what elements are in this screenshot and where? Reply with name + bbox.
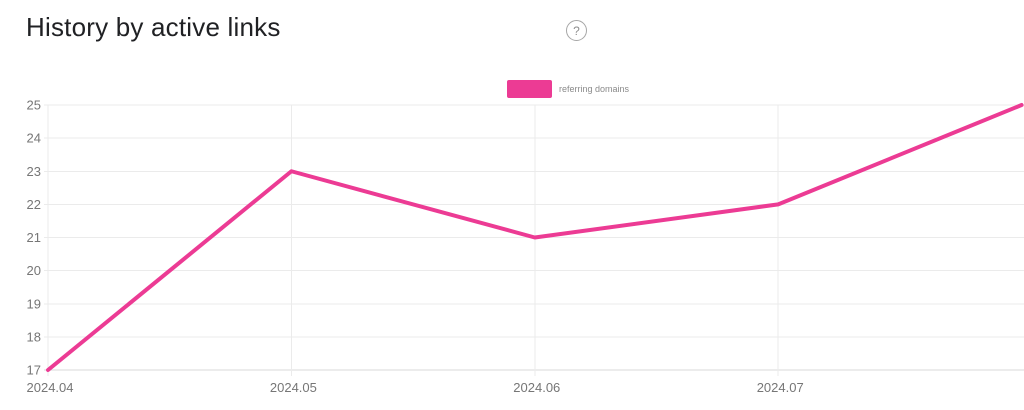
x-tick-label: 2024.07: [757, 380, 804, 395]
y-tick-label: 17: [27, 363, 41, 378]
y-tick-label: 20: [27, 263, 41, 278]
legend-swatch-referring-domains: [507, 80, 552, 98]
y-tick-label: 18: [27, 329, 41, 344]
chart-legend: referring domains: [507, 80, 629, 98]
y-tick-label: 22: [27, 197, 41, 212]
legend-label: referring domains: [559, 84, 630, 94]
y-tick-label: 23: [27, 164, 41, 179]
y-tick-label: 25: [27, 98, 41, 113]
y-tick-label: 19: [27, 296, 41, 311]
help-icon[interactable]: ?: [566, 20, 587, 41]
y-tick-label: 24: [27, 131, 41, 146]
series-line-referring-domains: [46, 103, 1024, 372]
x-tick-label: 2024.05: [270, 380, 317, 395]
x-tick-label: 2024.06: [513, 380, 560, 395]
x-tick-label: 2024.04: [27, 380, 74, 395]
y-tick-label: 21: [27, 230, 41, 245]
help-icon-glyph: ?: [573, 23, 580, 38]
page-title: History by active links: [26, 12, 281, 42]
